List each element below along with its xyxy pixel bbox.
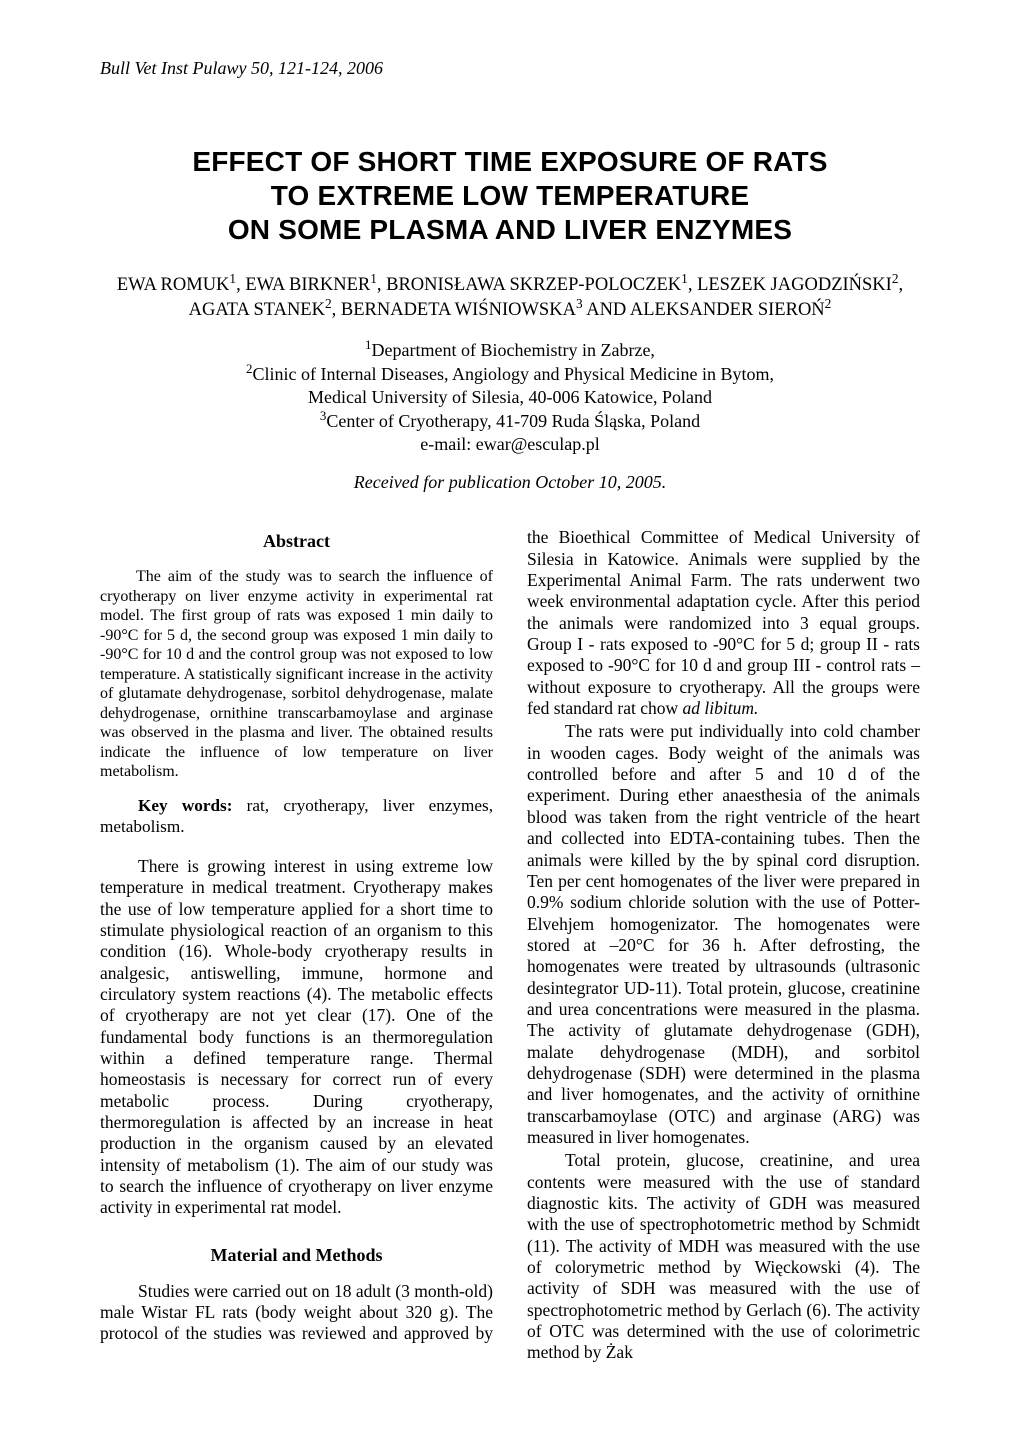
running-head: Bull Vet Inst Pulawy 50, 121-124, 2006 (100, 58, 920, 79)
body-columns: Abstract The aim of the study was to sea… (100, 527, 920, 1363)
keywords: Key words: rat, cryotherapy, liver enzym… (100, 796, 493, 838)
article-title: EFFECT OF SHORT TIME EXPOSURE OF RATS TO… (100, 145, 920, 247)
mm-paragraph-3: Total protein, glucose, creatinine, and … (527, 1150, 920, 1363)
title-line-2: TO EXTREME LOW TEMPERATURE (271, 180, 750, 211)
author-list: EWA ROMUK1, EWA BIRKNER1, BRONISŁAWA SKR… (100, 273, 920, 323)
title-line-3: ON SOME PLASMA AND LIVER ENZYMES (228, 214, 792, 245)
received-date: Received for publication October 10, 200… (100, 472, 920, 493)
abstract-paragraph: The aim of the study was to search the i… (100, 567, 493, 782)
keywords-label: Key words: (138, 796, 232, 815)
abstract-heading: Abstract (100, 531, 493, 553)
title-line-1: EFFECT OF SHORT TIME EXPOSURE OF RATS (192, 146, 827, 177)
material-methods-heading: Material and Methods (100, 1245, 493, 1267)
intro-paragraph: There is growing interest in using extre… (100, 856, 493, 1219)
page: Bull Vet Inst Pulawy 50, 121-124, 2006 E… (0, 0, 1020, 1443)
affiliations: 1Department of Biochemistry in Zabrze,2C… (100, 339, 920, 456)
mm-paragraph-2: The rats were put individually into cold… (527, 721, 920, 1148)
abstract-block: The aim of the study was to search the i… (100, 567, 493, 782)
